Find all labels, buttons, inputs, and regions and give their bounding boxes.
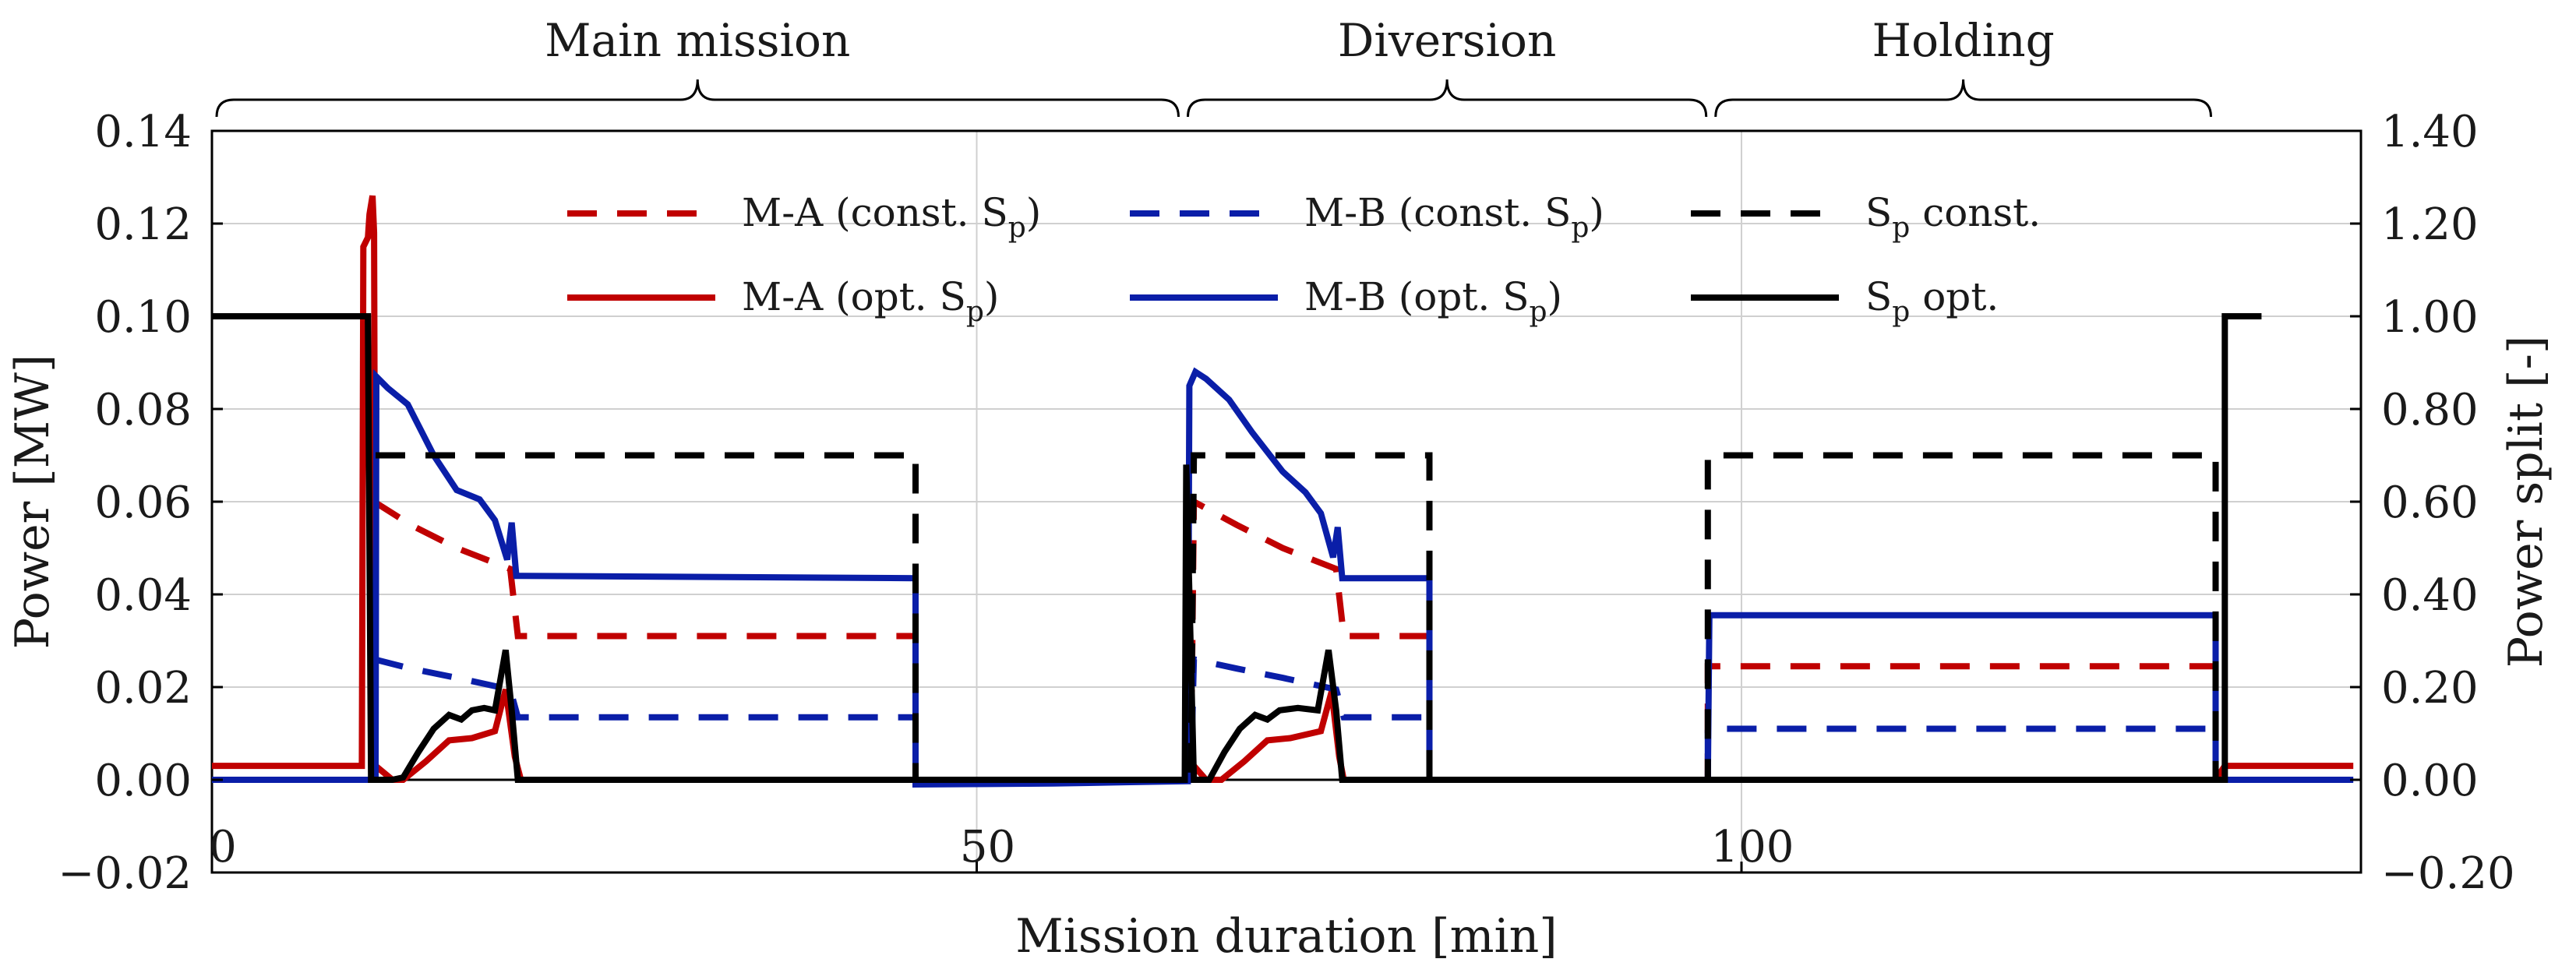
x-tick-label: 50 bbox=[960, 822, 1015, 872]
left-tick-label: 0.06 bbox=[94, 478, 192, 528]
series-line-m-b-const-sp bbox=[373, 655, 2216, 783]
legend-label: M-B (const. Sp) bbox=[1304, 190, 1604, 244]
legend-label: M-B (opt. Sp) bbox=[1304, 274, 1562, 328]
series-line-m-a-opt-sp bbox=[212, 195, 2354, 783]
right-tick-label: 1.40 bbox=[2381, 107, 2479, 157]
left-tick-label: 0.04 bbox=[94, 570, 192, 621]
phase-annotations: Main mission Diversion Holding bbox=[215, 14, 2213, 118]
right-tick-label: 0.00 bbox=[2381, 756, 2479, 806]
right-tick-label: 0.20 bbox=[2381, 663, 2479, 714]
legend-label: M-A (const. Sp) bbox=[742, 190, 1041, 244]
phase-label: Main mission bbox=[545, 14, 850, 67]
phase-brace bbox=[1187, 79, 1708, 118]
phase-label: Holding bbox=[1872, 14, 2055, 67]
left-tick-label: 0.12 bbox=[94, 199, 192, 250]
right-axis: −0.20 0.00 0.20 0.40 0.60 0.80 1.00 1.20 1.40 bbox=[2350, 107, 2515, 899]
left-tick-label: 0.08 bbox=[94, 385, 192, 435]
right-tick-label: 1.00 bbox=[2381, 292, 2479, 343]
phase-brace bbox=[215, 79, 1180, 118]
right-y-axis-title: Power split [-] bbox=[2499, 336, 2553, 668]
left-tick-label: 0.10 bbox=[94, 292, 192, 343]
left-tick-label: 0.14 bbox=[94, 107, 192, 157]
series-line-m-b-opt-sp bbox=[212, 367, 2354, 788]
axis-titles: Mission duration [min] Power [MW] Power … bbox=[5, 336, 2553, 964]
right-tick-label: −0.20 bbox=[2381, 848, 2515, 899]
legend-label: M-A (opt. Sp) bbox=[742, 274, 999, 328]
phase-label: Diversion bbox=[1338, 14, 1556, 67]
right-tick-label: 1.20 bbox=[2381, 199, 2479, 250]
legend-label: Sp const. bbox=[1865, 190, 2041, 244]
grid bbox=[212, 130, 2361, 873]
left-y-axis-title: Power [MW] bbox=[5, 354, 60, 650]
phase-brace bbox=[1714, 79, 2213, 118]
left-tick-label: 0.02 bbox=[94, 663, 192, 714]
series-line-sp-const bbox=[376, 452, 2219, 783]
series-group bbox=[212, 195, 2354, 788]
x-axis-title: Mission duration [min] bbox=[1015, 909, 1557, 964]
right-tick-label: 0.60 bbox=[2381, 478, 2479, 528]
right-tick-label: 0.40 bbox=[2381, 570, 2479, 621]
x-tick-label: 100 bbox=[1711, 822, 1794, 872]
left-tick-label: −0.02 bbox=[58, 848, 192, 899]
legend-label: Sp opt. bbox=[1865, 274, 1999, 328]
right-tick-label: 0.80 bbox=[2381, 385, 2479, 435]
legend: M-A (const. Sp) M-A (opt. Sp) M-B (const. … bbox=[567, 190, 2041, 328]
series-line-sp-opt bbox=[212, 313, 2262, 783]
left-tick-label: 0.00 bbox=[94, 756, 192, 806]
x-axis: 0 50 100 bbox=[209, 822, 1794, 872]
left-axis: −0.02 0.00 0.02 0.04 0.06 0.08 0.10 0.12 0.14 bbox=[58, 107, 223, 899]
x-tick-label: 0 bbox=[209, 822, 237, 872]
